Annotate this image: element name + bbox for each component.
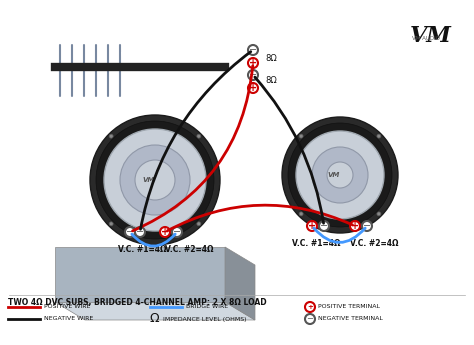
Circle shape (299, 212, 303, 216)
Text: BRIDGE WIRE: BRIDGE WIRE (186, 305, 228, 309)
Text: −: − (363, 221, 371, 231)
Circle shape (327, 162, 353, 188)
Circle shape (135, 227, 145, 237)
Text: POSITIVE TERMINAL: POSITIVE TERMINAL (318, 305, 380, 309)
Text: −: − (307, 315, 313, 324)
Text: +: + (161, 227, 169, 237)
Text: +: + (249, 58, 257, 68)
Circle shape (305, 314, 315, 324)
Text: NEGATIVE WIRE: NEGATIVE WIRE (44, 316, 93, 322)
Text: V.C. #1=4Ω: V.C. #1=4Ω (118, 246, 166, 255)
Circle shape (135, 160, 175, 200)
Text: Ω: Ω (150, 313, 160, 325)
Text: +: + (249, 83, 257, 93)
Circle shape (377, 212, 381, 216)
Circle shape (197, 222, 201, 226)
Text: TWO 4Ω DVC SUBS, BRIDGED 4-CHANNEL AMP: 2 X 8Ω LOAD: TWO 4Ω DVC SUBS, BRIDGED 4-CHANNEL AMP: … (8, 297, 266, 306)
Text: −: − (320, 221, 328, 231)
Text: V.C. #2=4Ω: V.C. #2=4Ω (350, 239, 399, 248)
Text: VM: VM (410, 25, 452, 47)
Text: +: + (351, 221, 359, 231)
Text: +: + (308, 221, 316, 231)
Circle shape (305, 302, 315, 312)
Text: −: − (173, 227, 181, 237)
Circle shape (296, 131, 384, 219)
Circle shape (197, 134, 201, 138)
Circle shape (288, 123, 392, 227)
Text: 8Ω: 8Ω (265, 53, 277, 62)
Circle shape (125, 227, 135, 237)
Circle shape (362, 221, 372, 231)
Polygon shape (225, 247, 255, 320)
Circle shape (109, 222, 113, 226)
Text: NEGATIVE TERMINAL: NEGATIVE TERMINAL (318, 316, 383, 322)
Text: V.C. #2=4Ω: V.C. #2=4Ω (165, 246, 213, 255)
Text: IMPEDANCE LEVEL (OHMS): IMPEDANCE LEVEL (OHMS) (163, 316, 246, 322)
Circle shape (248, 70, 258, 80)
Text: −: − (126, 227, 134, 237)
Text: −: − (249, 70, 257, 80)
Text: −: − (136, 227, 144, 237)
Circle shape (96, 121, 214, 239)
Circle shape (248, 83, 258, 93)
Text: −: − (249, 45, 257, 55)
Text: +: + (307, 304, 313, 310)
Circle shape (319, 221, 329, 231)
Circle shape (307, 221, 317, 231)
Circle shape (248, 58, 258, 68)
Text: VM: VM (143, 177, 155, 183)
Circle shape (160, 227, 170, 237)
Text: VM: VM (328, 172, 340, 178)
Polygon shape (55, 302, 255, 320)
Circle shape (104, 129, 206, 231)
Circle shape (377, 134, 381, 138)
Circle shape (120, 145, 190, 215)
Circle shape (312, 147, 368, 203)
Circle shape (90, 115, 220, 245)
Text: VM AUDIO: VM AUDIO (412, 36, 440, 41)
Circle shape (282, 117, 398, 233)
Polygon shape (55, 247, 225, 302)
Circle shape (109, 134, 113, 138)
Text: VM: VM (119, 50, 141, 63)
Text: POSITIVE WIRE: POSITIVE WIRE (44, 305, 91, 309)
Circle shape (350, 221, 360, 231)
Text: V.C. #1=4Ω: V.C. #1=4Ω (292, 239, 340, 248)
Circle shape (299, 134, 303, 138)
Circle shape (172, 227, 182, 237)
Circle shape (248, 45, 258, 55)
Text: 8Ω: 8Ω (265, 76, 277, 85)
